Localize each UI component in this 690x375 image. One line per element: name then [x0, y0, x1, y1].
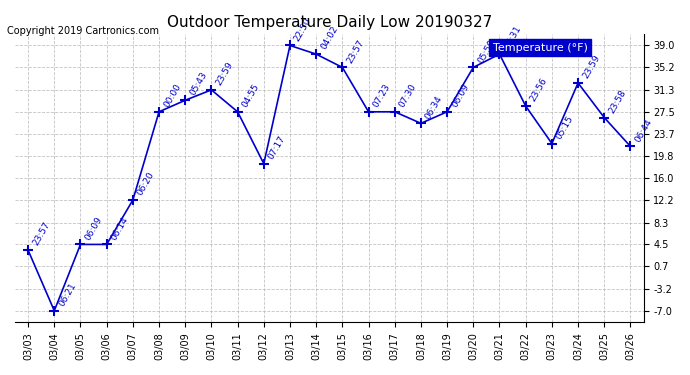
Text: 22:50: 22:50 — [293, 16, 313, 43]
Text: 06:09: 06:09 — [450, 82, 471, 109]
Text: 06:09: 06:09 — [83, 215, 104, 242]
Text: 07:30: 07:30 — [397, 82, 418, 109]
Text: 23:59: 23:59 — [581, 53, 602, 80]
Text: 23:57: 23:57 — [31, 220, 52, 248]
Text: 05:43: 05:43 — [188, 70, 208, 98]
Text: 07:17: 07:17 — [266, 134, 287, 161]
Text: 23:57: 23:57 — [345, 38, 366, 64]
Text: Copyright 2019 Cartronics.com: Copyright 2019 Cartronics.com — [7, 26, 159, 36]
Text: 07:31: 07:31 — [502, 24, 523, 51]
Text: 07:23: 07:23 — [371, 82, 392, 109]
Text: 04:02: 04:02 — [319, 25, 339, 51]
Text: 06:34: 06:34 — [424, 94, 444, 120]
Text: 23:56: 23:56 — [529, 76, 549, 103]
Text: 06:21: 06:21 — [57, 281, 78, 308]
Text: 04:55: 04:55 — [240, 82, 261, 109]
Text: 23:58: 23:58 — [607, 88, 628, 115]
Text: 06:44: 06:44 — [633, 117, 654, 144]
Text: 00:00: 00:00 — [162, 82, 183, 109]
Text: 23:59: 23:59 — [214, 60, 235, 87]
Text: 06:20: 06:20 — [136, 171, 157, 197]
Text: 06:14: 06:14 — [110, 215, 130, 242]
Title: Outdoor Temperature Daily Low 20190327: Outdoor Temperature Daily Low 20190327 — [167, 15, 492, 30]
Text: 05:50: 05:50 — [476, 38, 497, 64]
Text: Temperature (°F): Temperature (°F) — [493, 43, 588, 52]
Text: 05:15: 05:15 — [555, 114, 575, 141]
